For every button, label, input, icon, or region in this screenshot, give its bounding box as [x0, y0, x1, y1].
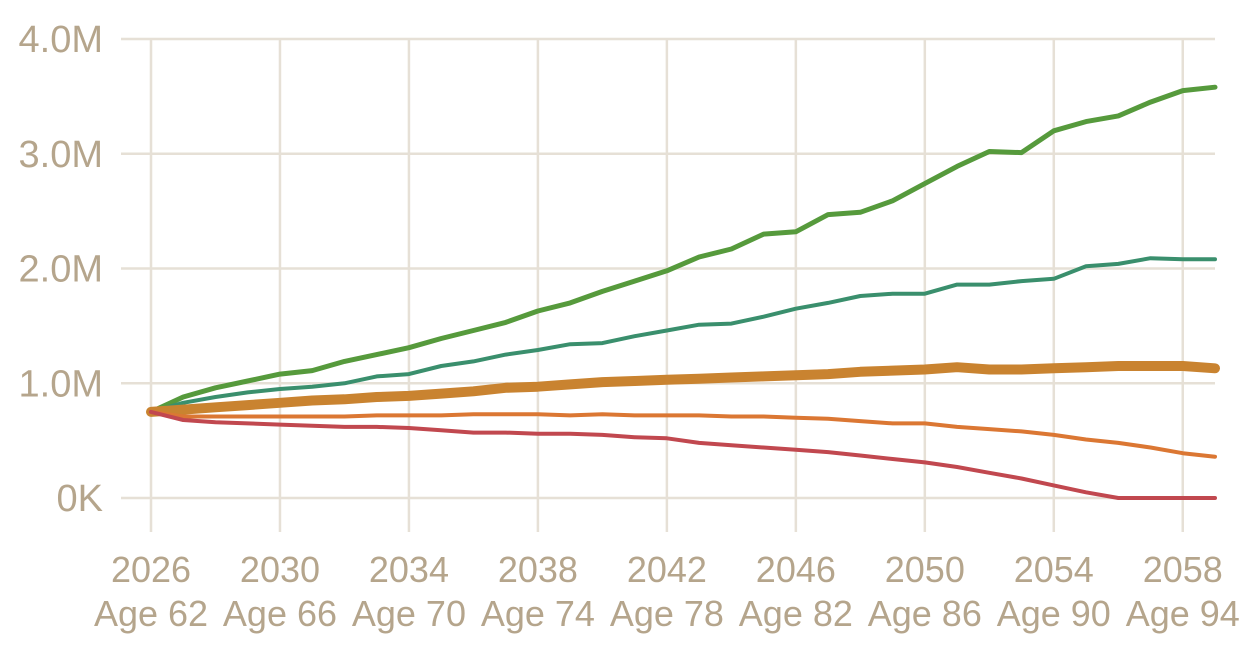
series-line-1 — [148, 84, 1218, 415]
x-tick-year-label: 2030 — [240, 549, 320, 590]
x-tick-year-label: 2058 — [1143, 549, 1223, 590]
x-tick-age-label: Age 62 — [94, 593, 208, 634]
y-tick-label: 4.0M — [19, 19, 103, 61]
series-line-4 — [149, 409, 1217, 459]
x-tick-age-label: Age 66 — [223, 593, 337, 634]
x-tick-year-label: 2026 — [111, 549, 191, 590]
x-tick-year-label: 2038 — [498, 549, 578, 590]
x-tick-age-label: Age 74 — [481, 593, 595, 634]
y-tick-label: 0K — [57, 478, 103, 520]
x-tick-year-label: 2042 — [627, 549, 707, 590]
x-tick-year-label: 2054 — [1014, 549, 1094, 590]
x-tick-year-label: 2034 — [369, 549, 449, 590]
x-tick-year-label: 2046 — [756, 549, 836, 590]
x-tick-age-label: Age 86 — [868, 593, 982, 634]
y-tick-label: 3.0M — [19, 134, 103, 176]
x-tick-age-label: Age 90 — [997, 593, 1111, 634]
series-layer — [146, 84, 1220, 500]
x-tick-age-label: Age 78 — [610, 593, 724, 634]
x-tick-age-label: Age 94 — [1126, 593, 1240, 634]
x-tick-age-label: Age 82 — [739, 593, 853, 634]
x-tick-age-label: Age 70 — [352, 593, 466, 634]
series-line-2 — [149, 256, 1217, 414]
y-tick-label: 2.0M — [19, 249, 103, 291]
grid-layer — [121, 37, 1215, 532]
y-tick-label: 1.0M — [19, 363, 103, 405]
series-line-5 — [149, 409, 1217, 500]
x-tick-year-label: 2050 — [885, 549, 965, 590]
series-line-3 — [146, 361, 1220, 417]
y-axis-tick-labels: 0K 1.0M 2.0M 3.0M 4.0M — [19, 19, 103, 520]
